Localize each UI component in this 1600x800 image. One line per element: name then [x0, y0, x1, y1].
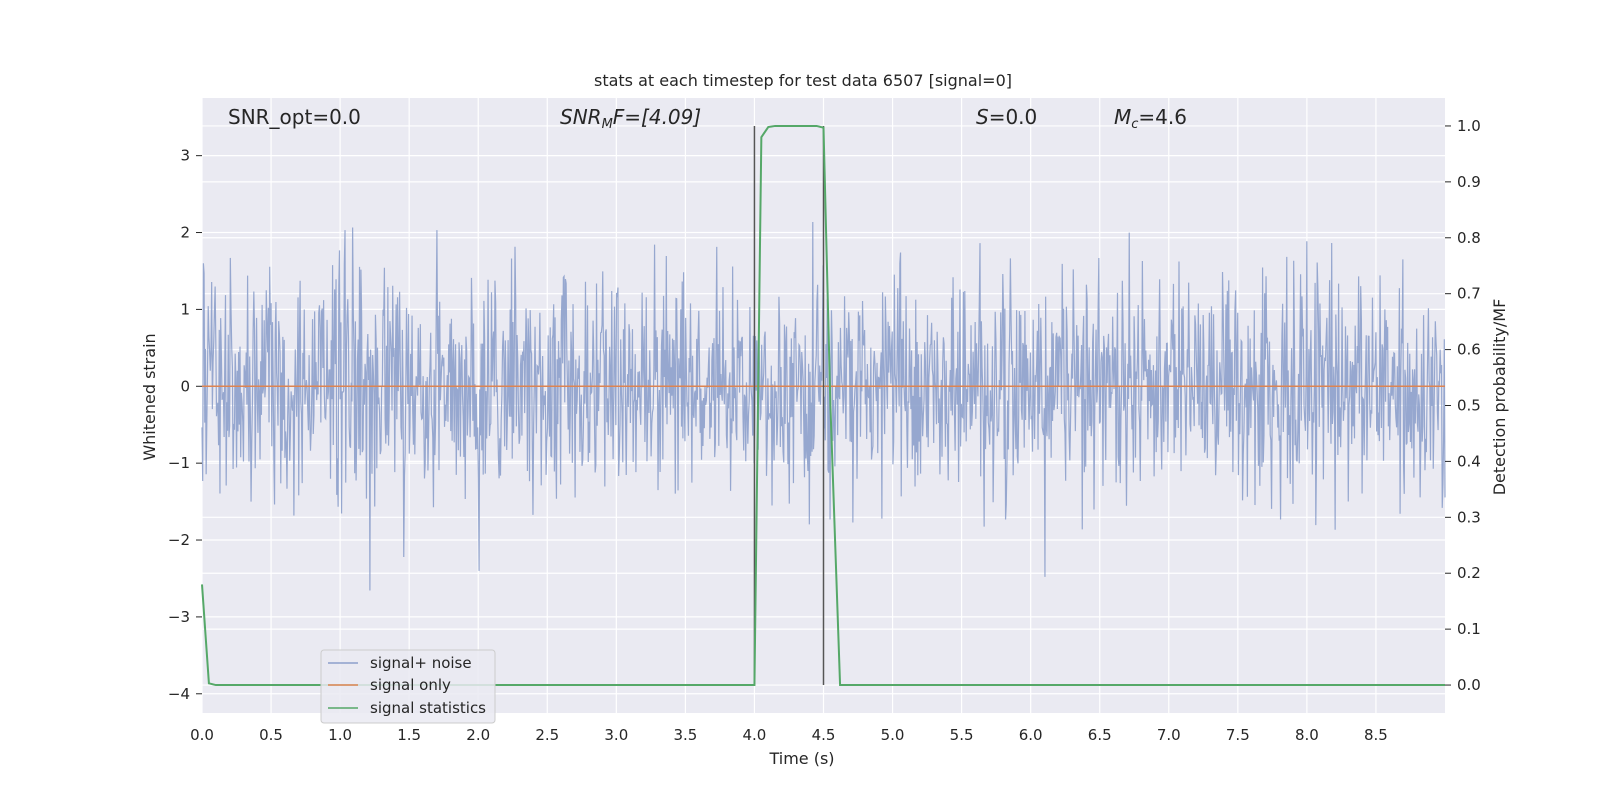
y2-tick-label: 0.4: [1457, 452, 1481, 470]
annotation-s: S=0.0: [976, 105, 1037, 129]
y2-tick-label: 0.0: [1457, 676, 1481, 694]
x-tick-label: 5.0: [881, 726, 905, 744]
y2-tick-label: 0.6: [1457, 341, 1481, 359]
y2-tick-label: 0.7: [1457, 285, 1481, 303]
y2-tick-label: 0.9: [1457, 173, 1481, 191]
y-tick-labels: 3 2 1 0 −1 −2 −3 −4: [168, 147, 202, 703]
annotation-snr-mf-value: F=[4.09]: [613, 105, 701, 129]
annotation-mc-subscript: c: [1131, 117, 1138, 132]
annotation-mc: Mc=4.6: [1114, 105, 1187, 132]
x-tick-label: 3.5: [673, 726, 697, 744]
series-signal-statistics-line: [201, 124, 1445, 687]
x-axis-label: Time (s): [768, 749, 834, 768]
annotation-s-value: =0.0: [989, 105, 1038, 129]
x-tick-label: 7.0: [1157, 726, 1181, 744]
y-tick-label: 2: [180, 224, 190, 242]
x-tick-label: 0.0: [190, 726, 214, 744]
x-tick-label: 5.5: [950, 726, 974, 744]
y2-axis-label: Detection probability/MF: [1490, 299, 1509, 496]
y-tick-label: −2: [168, 531, 190, 549]
x-tick-label: 7.5: [1226, 726, 1250, 744]
annotation-snr-opt: SNR_opt=0.0: [228, 105, 361, 129]
y2-tick-labels: 1.0 0.9 0.8 0.7 0.6 0.5 0.4 0.3 0.2 0.1 0.0: [1445, 117, 1481, 694]
x-tick-labels: 0.0 0.5 1.0 1.5 2.0 2.5 3.0 3.5 4.0 4.5 5.0 5.5 6.0 6…: [190, 726, 1388, 744]
vertical-markers: [753, 125, 825, 686]
x-tick-label: 2.5: [535, 726, 559, 744]
legend: signal+ noise signal only signal statist…: [320, 649, 496, 724]
x-tick-label: 0.5: [259, 726, 283, 744]
y-tick-label: −4: [168, 685, 190, 703]
x-tick-label: 4.5: [812, 726, 836, 744]
x-tick-label: 6.0: [1019, 726, 1043, 744]
y-tick-label: −3: [168, 608, 190, 626]
annotation-mc-value: =4.6: [1138, 105, 1187, 129]
y2-tick-label: 0.8: [1457, 229, 1481, 247]
x-tick-label: 1.0: [328, 726, 352, 744]
legend-label-signal-only: signal only: [370, 676, 451, 694]
x-tick-label: 8.5: [1364, 726, 1388, 744]
x-tick-label: 3.0: [604, 726, 628, 744]
x-tick-label: 4.0: [743, 726, 767, 744]
annotation-s-symbol: S: [976, 105, 989, 129]
y2-tick-label: 1.0: [1457, 117, 1481, 135]
y2-tick-label: 0.3: [1457, 508, 1481, 526]
annotation-snr-mf-symbol: SNR: [560, 105, 602, 129]
y-tick-label: −1: [168, 454, 190, 472]
y-tick-label: 0: [180, 377, 190, 395]
legend-label-signal-noise: signal+ noise: [370, 654, 472, 672]
x-tick-label: 8.0: [1295, 726, 1319, 744]
y2-tick-label: 0.2: [1457, 564, 1481, 582]
x-tick-label: 2.0: [466, 726, 490, 744]
y2-tick-label: 0.1: [1457, 620, 1481, 638]
y2-tick-label: 0.5: [1457, 397, 1481, 415]
x-tick-label: 1.5: [397, 726, 421, 744]
annotation-snr-mf-subscript: M: [602, 117, 613, 132]
annotation-snr-mf: SNRMF=[4.09]: [560, 105, 701, 132]
y-tick-label: 1: [180, 300, 190, 318]
legend-box: [320, 649, 496, 724]
chart-title: stats at each timestep for test data 650…: [594, 71, 1012, 90]
legend-label-signal-statistics: signal statistics: [370, 699, 486, 717]
y-tick-label: 3: [180, 147, 190, 165]
annotation-mc-symbol: M: [1114, 105, 1131, 129]
y-axis-label: Whitened strain: [140, 333, 159, 460]
x-tick-label: 6.5: [1088, 726, 1112, 744]
